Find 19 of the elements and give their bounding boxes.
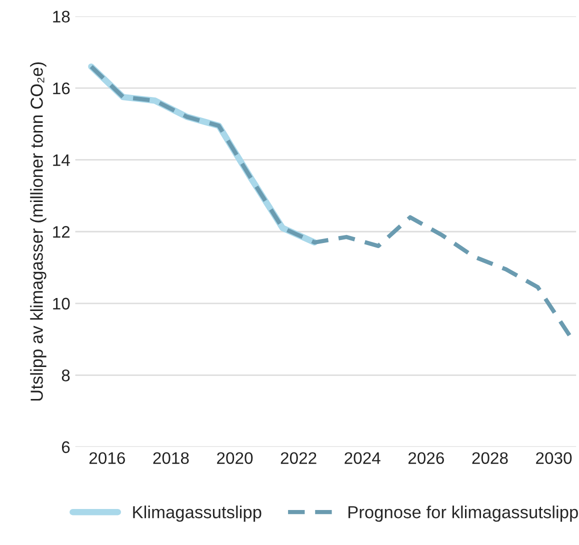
line-series (89, 64, 572, 338)
x-tick-label: 2020 (217, 452, 253, 464)
y-tick-label: 10 (53, 298, 70, 310)
y-tick-label: 8 (62, 370, 70, 382)
x-tick-label: 2028 (472, 452, 508, 464)
x-tick-label: 2022 (280, 452, 316, 464)
x-tick-label: 2030 (536, 452, 572, 464)
legend-label: Klimagassutslipp (133, 506, 262, 522)
x-tick-label: 2018 (153, 452, 189, 464)
y-tick-label: 16 (53, 82, 70, 94)
x-tick-label: 2024 (344, 452, 380, 464)
y-tick-label: 6 (62, 441, 70, 454)
x-tick-label: 2016 (89, 452, 125, 464)
y-tick-label: 18 (53, 10, 70, 23)
y-tick-label: 14 (53, 154, 70, 166)
y-axis-title: Utslipp av klimagasser (millioner tonn CO₂e) (30, 62, 46, 401)
y-tick-label: 12 (53, 226, 70, 238)
x-tick-label: 2026 (408, 452, 444, 464)
legend-label: Prognose for klimagassutslipp (348, 506, 578, 522)
